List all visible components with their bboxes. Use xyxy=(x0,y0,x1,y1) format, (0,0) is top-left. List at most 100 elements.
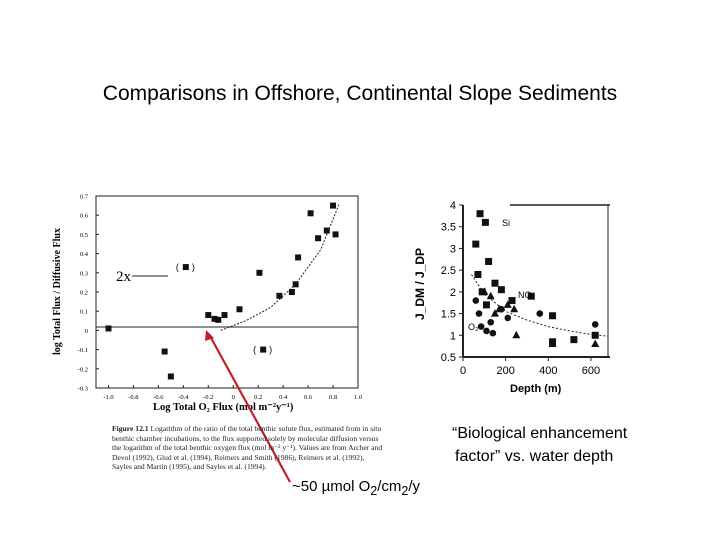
right-point-si xyxy=(527,292,535,300)
left-y-tick-label: -0.2 xyxy=(78,366,88,373)
series-label-no3: NO₃ xyxy=(518,290,536,300)
right-point-o2 xyxy=(483,327,490,335)
left-scatter-point xyxy=(323,227,330,234)
right-point-o2 xyxy=(536,310,544,317)
right-point-no3 xyxy=(486,291,495,300)
enhancement-line-2: factor” vs. water depth xyxy=(455,448,614,465)
left-bracket-open: ( xyxy=(253,345,256,355)
left-x-tick-label: 0.4 xyxy=(279,394,288,401)
left-y-tick-label: 0 xyxy=(85,328,88,335)
right-point-si xyxy=(485,257,493,265)
left-y-tick-label: 0.2 xyxy=(80,290,88,297)
left-x-tick-label: -0.8 xyxy=(128,394,138,401)
flux-mid: /cm xyxy=(377,478,402,495)
caption-lead: Figure 12.1 xyxy=(112,424,149,433)
right-point-o2 xyxy=(504,314,512,322)
right-point-si xyxy=(570,336,578,344)
left-x-tick-label: 0.8 xyxy=(329,394,337,401)
left-x-tick-label: 0.2 xyxy=(254,394,262,401)
flux-sub2: 2 xyxy=(401,484,409,498)
left-x-tick-label: 0.6 xyxy=(304,394,313,401)
left-y-axis-label: log Total Flux / Diffusive Flux xyxy=(52,228,63,355)
figure-caption: Figure 12.1 Logarithm of the ratio of th… xyxy=(112,424,384,472)
left-x-tick-label: 0 xyxy=(232,394,235,401)
enhancement-factor-label: “Biological enhancement factor” vs. wate… xyxy=(452,422,627,468)
right-x-tick-label: 200 xyxy=(496,365,514,377)
right-point-no3 xyxy=(503,300,512,308)
right-trend-curve xyxy=(471,274,609,337)
right-point-si xyxy=(591,331,599,339)
series-label-si: Si xyxy=(502,218,510,228)
right-x-tick-label: 400 xyxy=(539,365,557,377)
right-x-tick-label: 0 xyxy=(460,365,466,377)
flux-annotation: ~50 µmol O2/cm2/y xyxy=(292,478,420,498)
left-scatter-point xyxy=(315,235,322,242)
right-point-si xyxy=(497,286,505,294)
right-point-o2 xyxy=(489,329,497,337)
left-bracket-open: ( xyxy=(176,262,179,272)
flux-annotation-arrow xyxy=(209,335,291,483)
flux-prefix: ~50 µmol O xyxy=(292,478,371,495)
right-point-no3 xyxy=(548,339,557,347)
left-bracket-close: ) xyxy=(192,262,195,272)
left-annotation-2x: 2x xyxy=(116,269,132,285)
left-scatter-point xyxy=(167,373,174,380)
right-point-no3 xyxy=(490,309,499,317)
left-scatter-point xyxy=(105,325,112,332)
left-y-tick-label: 0.5 xyxy=(80,232,88,239)
right-point-no3 xyxy=(512,330,521,339)
left-y-tick-label: 0.6 xyxy=(80,213,89,220)
right-point-si xyxy=(549,312,557,320)
right-point-o2 xyxy=(498,305,505,313)
left-x-axis-label: Log Total O₂ Flux (mol m⁻²y⁻¹) xyxy=(153,402,294,413)
left-scatter-point xyxy=(332,231,339,238)
left-scatter-point xyxy=(295,254,302,261)
left-scatter-point xyxy=(215,316,222,323)
right-point-no3 xyxy=(510,304,519,313)
left-y-tick-label: 0.1 xyxy=(80,309,88,316)
left-x-tick-label: 1.0 xyxy=(354,394,362,401)
left-x-tick-label: -0.2 xyxy=(203,394,213,401)
left-y-tick-label: -0.3 xyxy=(78,386,88,393)
left-y-tick-label: 0.4 xyxy=(80,251,89,258)
right-point-si xyxy=(481,218,489,226)
right-x-axis-label: Depth (m) xyxy=(510,383,562,395)
right-point-si xyxy=(472,240,480,248)
left-y-tick-label: 0.3 xyxy=(80,270,88,277)
left-y-tick-label: 0.7 xyxy=(80,194,89,201)
left-bracketed-point xyxy=(182,264,189,271)
right-point-o2 xyxy=(477,323,485,330)
left-y-tick-label: -0.1 xyxy=(78,347,88,354)
right-x-tick-label: 600 xyxy=(582,365,600,377)
right-point-si xyxy=(508,297,516,305)
right-point-o2 xyxy=(591,321,599,328)
right-y-tick-label: 2 xyxy=(450,287,456,299)
left-data-points: () () xyxy=(105,202,339,380)
right-y-axis-label: J_DM / J_DP xyxy=(413,248,427,320)
caption-text: Logarithm of the ratio of the total bent… xyxy=(112,424,383,472)
left-plot-frame xyxy=(95,195,359,389)
left-x-tick-label: -0.6 xyxy=(153,394,164,401)
right-data-points xyxy=(472,210,600,347)
right-point-o2 xyxy=(487,318,495,326)
left-scatter-point xyxy=(288,289,295,295)
right-y-tick-label: 2.5 xyxy=(441,265,456,277)
left-axis-ticks: -1.0 -0.8 -0.6 -0.4 -0.2 0 0.2 0.4 0.6 0.8 1.0 0.7 0… xyxy=(78,194,362,402)
right-point-si xyxy=(474,270,482,278)
right-point-si xyxy=(491,279,499,287)
right-y-tick-label: 0.5 xyxy=(441,352,456,364)
left-scatter-point xyxy=(276,292,283,299)
flux-annotation-arrowhead xyxy=(205,330,214,341)
right-point-si xyxy=(482,301,490,309)
left-trend-curve xyxy=(220,203,340,331)
right-y-tick-label: 4 xyxy=(450,200,456,212)
right-point-o2 xyxy=(475,310,483,317)
left-scatter-point xyxy=(256,269,263,276)
series-label-o2: O₂ xyxy=(468,322,479,332)
right-point-no3 xyxy=(591,339,600,347)
left-bracket-close: ) xyxy=(269,345,272,355)
left-scatter-point xyxy=(211,315,218,322)
left-scatter-point xyxy=(236,306,243,313)
right-y-tick-label: 1 xyxy=(450,330,456,342)
